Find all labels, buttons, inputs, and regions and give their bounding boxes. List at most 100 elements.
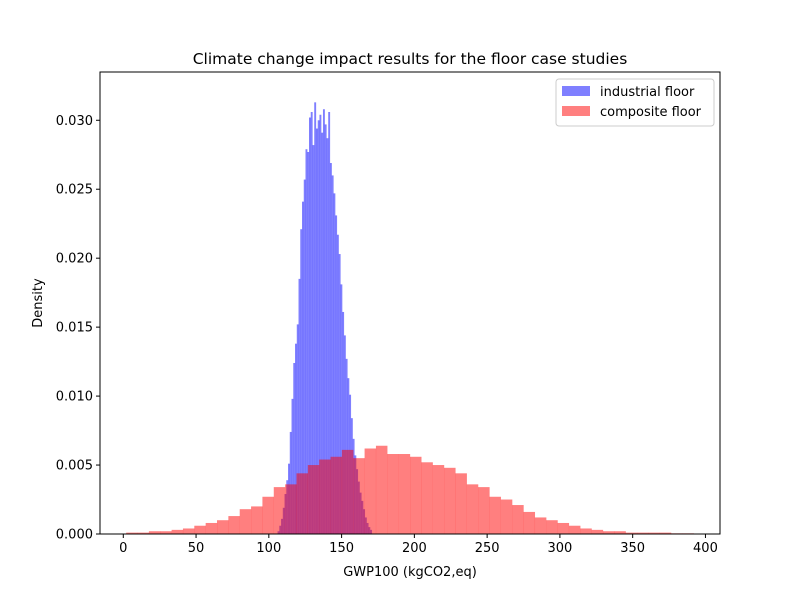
x-tick-label: 0 — [119, 541, 127, 556]
x-tick-label: 350 — [620, 541, 645, 556]
histogram-bar — [326, 138, 329, 534]
histogram-bar — [614, 531, 626, 534]
histogram-bar — [298, 278, 301, 534]
histogram-bar — [375, 445, 388, 534]
histogram-bar — [557, 522, 570, 534]
histogram-bar — [568, 525, 581, 534]
histogram-bar — [330, 456, 343, 534]
histogram-bar — [591, 529, 604, 534]
y-tick-label: 0.025 — [56, 183, 93, 198]
histogram-bar — [317, 120, 320, 535]
histogram-bar — [648, 532, 660, 534]
histogram-bar — [345, 358, 348, 534]
histogram-bar — [291, 398, 294, 534]
plot-area — [99, 71, 721, 535]
histogram-bar — [478, 487, 490, 534]
histogram-bar — [293, 362, 296, 534]
histogram-bar — [303, 179, 306, 534]
histogram-bar — [307, 151, 310, 535]
histogram-bar — [194, 525, 206, 534]
histogram-bar — [335, 215, 338, 534]
histogram-bar — [500, 499, 513, 534]
axes-frame — [99, 71, 721, 535]
histogram-bar — [421, 462, 433, 534]
x-tick-label: 300 — [547, 541, 572, 556]
legend-box — [555, 78, 715, 127]
histogram-bar — [310, 111, 313, 535]
y-axis-label: Density — [31, 278, 46, 328]
x-tick-label: 100 — [256, 541, 281, 556]
histogram-bar — [637, 532, 649, 534]
x-tick-label: 250 — [475, 541, 500, 556]
y-tick-label: 0.010 — [56, 390, 93, 405]
x-axis-label: GWP100 (kgCO2,eq) — [343, 565, 477, 580]
histogram-bar — [251, 506, 263, 534]
histogram-bar — [160, 531, 172, 534]
y-tick-label: 0.015 — [56, 321, 93, 336]
histogram-bar — [580, 528, 592, 534]
histogram-bar — [314, 102, 317, 534]
histogram-bar — [322, 109, 325, 535]
histogram-bar — [387, 454, 399, 534]
histogram-bar — [324, 124, 327, 534]
histogram-bar — [205, 522, 218, 534]
legend-swatch-composite-floor — [562, 106, 590, 116]
histogram-bar — [398, 454, 411, 534]
histogram-bar — [300, 229, 303, 534]
histogram-bar — [432, 465, 445, 534]
histogram-bar — [321, 132, 324, 534]
histogram-bar — [315, 128, 318, 535]
histogram-bar — [602, 531, 615, 534]
histogram-bar — [296, 473, 308, 534]
series-layer — [126, 102, 694, 535]
x-axis-ticks: 0 50 100 150 200 250 300 350 400 — [119, 534, 718, 556]
histogram-bar — [137, 532, 150, 534]
histogram-bar — [171, 529, 184, 534]
x-tick-label: 200 — [402, 541, 427, 556]
histogram-bar — [341, 449, 354, 534]
histogram-bar — [239, 509, 252, 534]
x-tick-label: 150 — [329, 541, 354, 556]
histogram-bar — [228, 516, 240, 534]
x-tick-label: 50 — [188, 541, 205, 556]
histogram-bar — [329, 163, 332, 534]
histogram-bar — [126, 532, 138, 534]
histogram-bar — [523, 511, 536, 534]
histogram-bar — [331, 175, 334, 534]
histogram-bar — [285, 484, 297, 534]
histogram-bar — [302, 201, 304, 534]
histogram-bar — [353, 458, 365, 534]
histogram-bar — [309, 117, 311, 534]
histogram-bar — [534, 517, 547, 534]
legend-label-composite-floor: composite floor — [600, 105, 702, 120]
histogram-bar — [343, 335, 346, 534]
y-axis-ticks: 0.000 0.005 0.010 0.015 0.020 0.025 0.030 — [56, 114, 100, 543]
histogram-bar — [319, 114, 322, 534]
histogram-bar — [262, 496, 274, 534]
histogram-bar — [305, 149, 308, 535]
histogram-bar — [289, 431, 292, 534]
y-tick-label: 0.000 — [56, 528, 93, 543]
histogram-bar — [182, 528, 195, 534]
histogram-bar — [333, 193, 336, 535]
series-composite-floor — [126, 445, 694, 534]
histogram-bar — [444, 467, 456, 534]
histogram-bar — [364, 448, 377, 534]
histogram-bar — [659, 532, 672, 534]
histogram-bar — [489, 496, 501, 534]
histogram-bar — [338, 254, 341, 535]
histogram-bar — [546, 520, 558, 534]
y-tick-label: 0.005 — [56, 459, 93, 474]
histogram-bar — [273, 487, 286, 534]
histogram-bar — [342, 311, 345, 534]
legend-label-industrial-floor: industrial floor — [600, 85, 695, 100]
y-tick-label: 0.020 — [56, 252, 93, 267]
histogram-bar — [148, 531, 161, 534]
histogram-bar — [217, 520, 229, 534]
histogram-bar — [455, 473, 467, 534]
histogram-bar — [466, 484, 479, 534]
histogram-bar — [340, 284, 343, 534]
chart-title: Climate change impact results for the fl… — [193, 50, 628, 68]
y-tick-label: 0.030 — [56, 114, 93, 129]
